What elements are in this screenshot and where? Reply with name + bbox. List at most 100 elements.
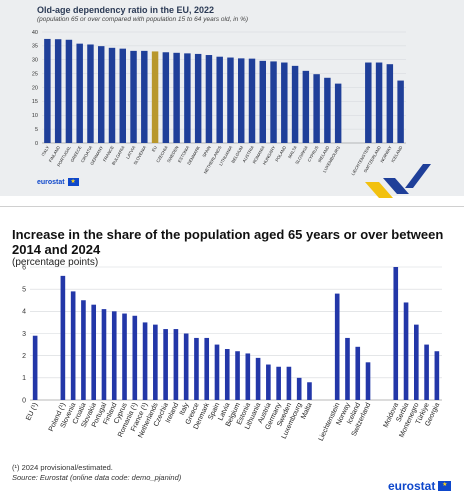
bottom-chart-bar — [434, 351, 440, 400]
bottom-chart-bar — [153, 324, 158, 400]
top-chart-bar — [324, 77, 331, 143]
bottom-chart-bar — [81, 300, 86, 400]
bottom-chart-bar — [296, 377, 302, 400]
bottom-chart-bar — [60, 275, 66, 400]
top-eurostat-logo: eurostat — [37, 178, 79, 186]
top-chart-x-tick-label: MALTA — [287, 145, 298, 159]
bottom-chart-bar — [132, 315, 138, 400]
bottom-chart-panel: Increase in the share of the population … — [0, 206, 464, 501]
eu-flag-icon — [438, 481, 452, 491]
bottom-chart-y-tick-label: 6 — [22, 264, 26, 271]
top-logo-text: eurostat — [37, 178, 65, 186]
top-chart-x-tick-label: ITALY — [40, 145, 50, 157]
top-chart-bar — [76, 43, 83, 143]
top-chart-bar — [205, 55, 213, 143]
bottom-chart-bar — [286, 366, 292, 400]
top-chart-bar — [54, 39, 62, 144]
top-chart-bar — [375, 62, 383, 143]
top-chart-bar — [386, 64, 394, 143]
bottom-chart-bar — [245, 353, 251, 400]
source-note: Source: Eurostat (online data code: demo… — [12, 473, 182, 482]
top-chart-bar — [98, 46, 105, 144]
bottom-chart-bar — [204, 337, 210, 400]
top-chart-bar — [227, 57, 234, 143]
bottom-logo-text: eurostat — [388, 479, 436, 493]
top-chart-x-tick-label: SPAIN — [201, 145, 211, 158]
bottom-chart-bar — [101, 309, 107, 400]
top-chart-bar — [151, 51, 159, 143]
top-chart-y-tick-label: 30 — [32, 58, 38, 64]
top-chart-y-tick-label: 0 — [35, 141, 38, 147]
bottom-chart-bar — [214, 344, 220, 400]
bottom-chart-bar — [266, 364, 271, 400]
bottom-chart-bar — [424, 344, 429, 400]
top-chart-y-tick-label: 10 — [32, 113, 38, 119]
top-chart-bar — [259, 60, 266, 143]
top-chart-y-tick-label: 25 — [32, 71, 38, 77]
top-chart-y-tick-label: 20 — [32, 85, 38, 91]
top-chart-bar — [44, 38, 51, 143]
eu-flag-icon — [67, 178, 79, 186]
top-chart-y-tick-label: 5 — [35, 127, 38, 133]
bottom-chart-x-tick-label: EU (¹) — [25, 402, 39, 422]
bottom-eurostat-logo: eurostat — [388, 479, 452, 493]
top-chart-bar — [302, 70, 310, 143]
top-chart-y-tick-label: 35 — [32, 44, 38, 50]
bottom-chart-bar — [365, 362, 371, 400]
top-chart-bar — [397, 80, 404, 143]
decorative-chevron-graphic — [365, 164, 431, 198]
top-chart-bar — [238, 58, 245, 143]
bottom-chart-y-tick-label: 5 — [22, 287, 26, 294]
bottom-chart-bar — [194, 337, 199, 400]
bottom-chart-y-tick-label: 0 — [22, 397, 26, 404]
bottom-chart-bar — [255, 357, 261, 400]
top-chart-bar — [281, 62, 288, 143]
bottom-chart-bar — [414, 324, 419, 400]
top-chart-bar — [270, 61, 277, 143]
top-chart-subtitle: (population 65 or over compared with pop… — [37, 16, 249, 23]
top-chart-y-tick-label: 15 — [32, 99, 38, 105]
footnote: (¹) 2024 provisional/estimated. — [12, 463, 113, 472]
top-chart-bar — [365, 62, 372, 143]
bottom-chart-bar — [70, 291, 76, 400]
top-chart-bar — [291, 65, 299, 143]
top-chart-bar — [216, 56, 223, 144]
bottom-chart-bar — [122, 313, 127, 400]
bottom-chart-title: Increase in the share of the population … — [12, 227, 444, 257]
bottom-chart-bar — [142, 322, 148, 400]
bottom-chart-y-tick-label: 3 — [22, 331, 26, 338]
bottom-chart-bar — [235, 351, 240, 400]
bottom-chart-bar — [334, 293, 340, 400]
top-chart-title: Old-age dependency ratio in the EU, 2022 — [37, 5, 215, 15]
bottom-chart-bar — [111, 311, 117, 400]
top-chart-bar — [87, 44, 94, 143]
top-chart-bar — [334, 83, 342, 143]
top-chart-panel: Old-age dependency ratio in the EU, 2022… — [0, 0, 464, 198]
bottom-chart-y-tick-label: 1 — [22, 375, 26, 382]
top-chart-bar — [184, 53, 191, 143]
bottom-chart-bar — [345, 337, 350, 400]
bottom-chart-bar — [183, 333, 189, 400]
top-chart-bar — [119, 48, 126, 143]
bottom-chart-bar — [307, 382, 312, 400]
bottom-chart-bar — [393, 267, 399, 400]
top-chart-bar — [313, 74, 320, 143]
top-chart-bar — [65, 39, 73, 143]
bottom-chart-bar — [173, 329, 179, 400]
top-chart-bar — [130, 50, 137, 144]
bottom-chart-bar — [91, 304, 97, 400]
bottom-chart-x-tick-label: Italy — [179, 401, 191, 416]
bottom-chart-bar — [163, 329, 168, 400]
top-chart-bar — [141, 50, 148, 144]
top-chart-bar — [194, 53, 202, 143]
bottom-chart-bar — [276, 366, 281, 400]
bottom-chart-bar — [403, 302, 409, 400]
bottom-chart-y-tick-label: 2 — [22, 353, 26, 360]
top-chart-y-tick-label: 40 — [32, 30, 38, 36]
bottom-chart-y-tick-label: 4 — [22, 309, 26, 316]
top-chart-bar — [108, 47, 116, 143]
bottom-chart-subtitle: (percentage points) — [12, 257, 99, 268]
bottom-chart-bar — [32, 335, 38, 400]
top-chart-x-tick-label: LATVIA — [125, 145, 136, 160]
